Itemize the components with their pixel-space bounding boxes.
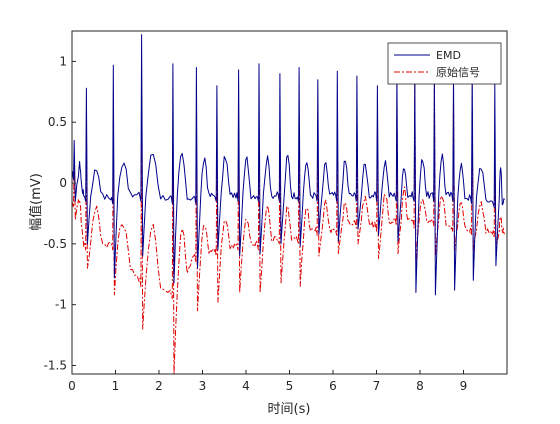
y-axis-label: 幅值(mV): [28, 173, 44, 231]
axis-layer: 0 1 2 3 4 5 6 7 8 9 -1.5 -1 -0.5 0 0.5 1: [44, 54, 468, 393]
y-tick-label: -1.5: [44, 358, 67, 372]
legend-box: [387, 42, 502, 85]
series-line-raw: [71, 79, 505, 375]
x-tick-label: 4: [242, 379, 250, 393]
y-tick-label: 1: [59, 54, 67, 68]
x-tick-label: 3: [199, 379, 207, 393]
y-tick-label: -1: [55, 298, 67, 312]
x-axis-label: 时间(s): [268, 402, 311, 417]
y-tick-label: 0.5: [48, 115, 67, 129]
legend-label-emd: EMD: [436, 49, 461, 62]
x-tick-label: 7: [373, 379, 381, 393]
legend-label-raw: 原始信号: [436, 65, 480, 79]
x-tick-label: 1: [112, 379, 120, 393]
x-tick-label: 5: [286, 379, 294, 393]
x-tick-label: 2: [155, 379, 163, 393]
x-tick-label: 0: [68, 379, 76, 393]
legend: EMD 原始信号: [387, 42, 502, 85]
series-line-emd: [71, 34, 505, 296]
x-tick-label: 8: [416, 379, 424, 393]
series-layer: [71, 34, 505, 375]
x-tick-label: 9: [460, 379, 468, 393]
x-tick-label: 6: [329, 379, 337, 393]
y-tick-label: 0: [59, 176, 67, 190]
y-tick-label: -0.5: [44, 237, 67, 251]
